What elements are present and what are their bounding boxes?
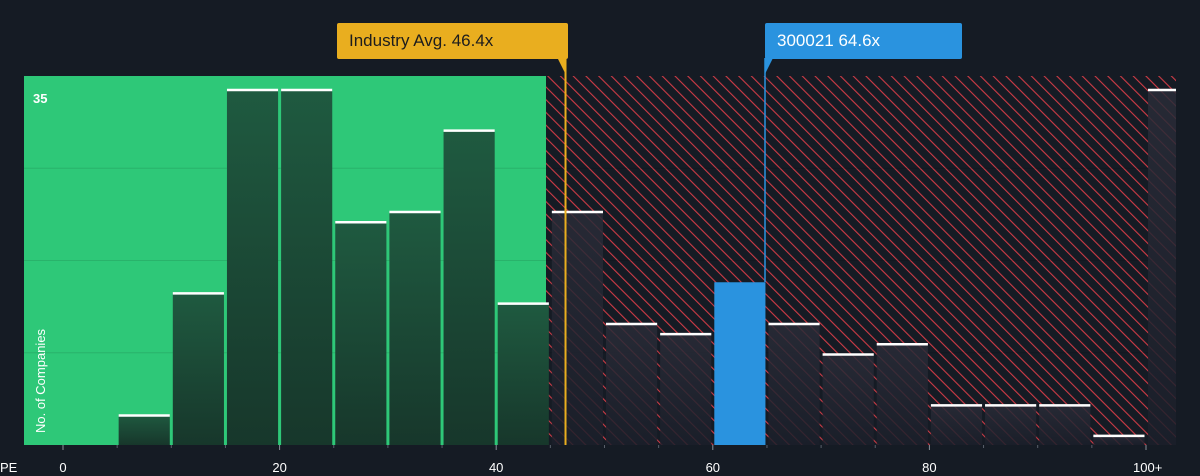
- histogram-bar: [335, 221, 387, 445]
- company-callout-pointer: [765, 58, 773, 74]
- y-tick-label: 35: [33, 91, 47, 106]
- x-tick-label: 60: [706, 460, 720, 475]
- industry-callout-pointer: [557, 58, 566, 74]
- histogram-bar: [768, 322, 820, 445]
- histogram-bar: [551, 211, 603, 445]
- company-bar: [714, 282, 766, 445]
- histogram-bar: [443, 129, 495, 445]
- histogram-bar: [497, 302, 549, 445]
- histogram-bar: [118, 414, 170, 445]
- histogram-bar: [389, 211, 441, 445]
- x-tick-label: 100+: [1133, 460, 1162, 475]
- histogram-bar: [876, 343, 928, 445]
- x-tick-label: 20: [272, 460, 286, 475]
- histogram-bar: [281, 89, 333, 445]
- company-pe-callout: 300021 64.6x: [765, 23, 962, 59]
- histogram-bar: [1148, 89, 1176, 445]
- histogram-bar: [226, 89, 279, 445]
- histogram-bar: [660, 333, 712, 445]
- industry-average-callout: Industry Avg. 46.4x: [337, 23, 568, 59]
- histogram-bar: [172, 292, 224, 445]
- histogram-bar: [822, 353, 874, 445]
- x-tick-label: 0: [59, 460, 66, 475]
- histogram-bar: [985, 404, 1037, 445]
- x-tick-label: 80: [922, 460, 936, 475]
- x-tick-label: 40: [489, 460, 503, 475]
- histogram-bar: [1093, 434, 1145, 445]
- y-axis-label: No. of Companies: [33, 328, 48, 433]
- histogram-bar: [930, 404, 983, 445]
- histogram-bar: [1039, 404, 1091, 445]
- histogram-bar: [606, 322, 658, 445]
- x-axis-label: PE: [0, 460, 18, 475]
